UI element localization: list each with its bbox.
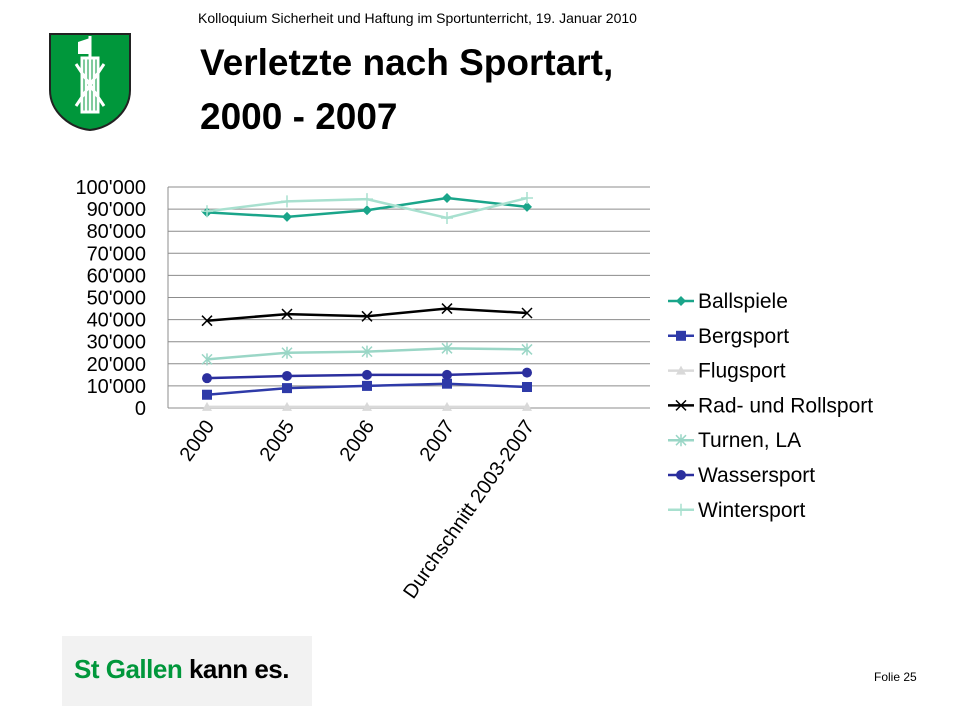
legend-label: Wintersport [698,499,806,522]
legend-label: Flugsport [698,360,786,383]
data-point [281,346,293,359]
legend-entry: Ballspiele [668,290,788,313]
legend-swatch-marker [676,365,686,375]
data-point [442,369,452,380]
legend-entry: Bergsport [668,325,789,348]
x-tick-label: 2000 [176,416,220,465]
series-bergsport [202,378,532,400]
data-point [361,310,373,322]
data-point [442,378,452,389]
y-tick-label: 50'000 [87,288,146,310]
data-point [521,192,533,205]
data-point [282,401,292,411]
slide-number: Folie 25 [874,670,917,684]
y-tick-label: 70'000 [87,243,146,265]
legend-swatch-marker [675,399,687,411]
title-line-1: Verletzte nach Sportart, [200,42,614,83]
legend-entry: Rad- und Rollsport [668,394,873,417]
data-point [441,342,453,355]
data-point [202,401,212,411]
y-axis-ticks: 010'00020'00030'00040'00050'00060'00070'… [75,177,146,420]
legend-label: Wassersport [698,464,815,487]
data-point [201,205,213,218]
legend-swatch-marker [676,330,686,341]
series-flugsport [202,401,532,411]
x-tick-label: 2005 [256,416,300,465]
chart-series [201,192,533,411]
legend-label: Ballspiele [698,290,788,313]
data-point [282,383,292,394]
legend-label: Bergsport [698,325,789,348]
data-point [362,401,372,411]
chart-legend: Ballspiele Bergsport Flugsport Rad- und Rol… [668,290,873,522]
legend-swatch-marker [676,470,686,480]
data-point [282,211,292,222]
data-point [522,401,532,411]
legend-swatch-marker [675,503,687,516]
data-point [442,193,452,204]
data-point [441,211,453,224]
series-rad-und-rollsport [201,303,533,327]
data-point [201,315,213,327]
series-wintersport [201,192,533,224]
x-tick-label: 2006 [336,416,380,465]
data-point [202,373,212,384]
data-point [522,382,532,393]
data-point [521,307,533,319]
data-point [521,343,533,356]
logo-text-kann-es: kann es. [188,654,290,684]
y-tick-label: 90'000 [87,199,146,221]
y-tick-label: 60'000 [87,265,146,287]
legend-label: Turnen, LA [698,429,801,452]
data-point [362,380,372,391]
series-line [206,307,528,322]
y-tick-label: 80'000 [87,221,146,243]
y-tick-label: 0 [135,398,146,420]
y-tick-label: 20'000 [87,354,146,376]
data-point [522,367,532,378]
coat-of-arms-icon [49,33,131,132]
series-turnen-la [201,342,533,366]
data-point [282,370,292,381]
y-tick-label: 100'000 [75,177,146,199]
data-point [281,308,293,320]
data-point [442,401,452,411]
data-point [362,205,372,216]
data-point [362,369,372,380]
legend-entry: Flugsport [668,360,786,383]
logo-text-st-gallen: St Gallen [74,654,183,684]
data-point [361,345,373,358]
y-tick-label: 10'000 [87,376,146,398]
legend-swatch-marker [675,434,687,447]
slide-title: Verletzte nach Sportart, 2000 - 2007 [200,36,613,144]
title-line-2: 2000 - 2007 [200,96,398,137]
x-tick-label: Durchschnitt 2003-2007 [399,416,539,603]
legend-entry: Turnen, LA [668,429,801,452]
data-point [202,389,212,400]
data-point [522,201,532,212]
y-tick-label: 40'000 [87,310,146,332]
x-tick-label: 2007 [416,416,460,465]
legend-swatch-marker [676,296,686,306]
legend-label: Rad- und Rollsport [698,394,873,417]
slide-subtitle: Kolloquium Sicherheit und Haftung im Spo… [198,10,637,26]
data-point [441,303,453,315]
y-tick-label: 30'000 [87,332,146,354]
st-gallen-logo: St Gallen kann es. [62,636,312,706]
series-wassersport [202,367,532,384]
data-point [201,353,213,366]
data-point [361,193,373,206]
data-point [281,195,293,208]
legend-entry: Wintersport [668,499,806,522]
legend-entry: Wassersport [668,464,815,487]
